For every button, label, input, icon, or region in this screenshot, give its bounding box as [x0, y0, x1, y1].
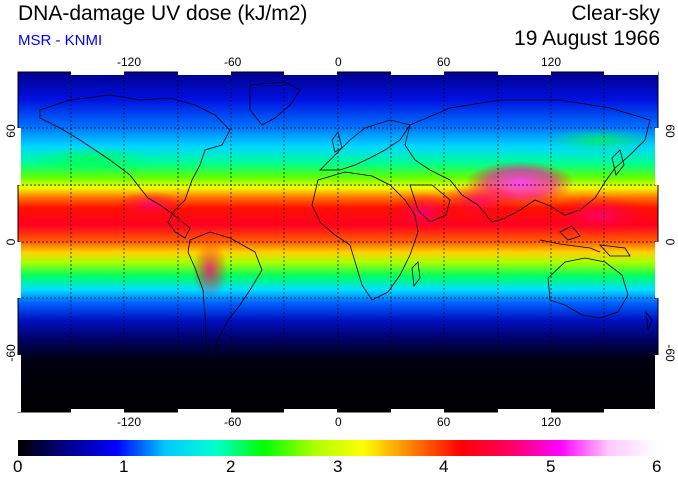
colorbar-gradient	[18, 440, 658, 456]
lon-tick-bottom: 60	[437, 415, 451, 429]
uv-dose-map	[17, 71, 659, 413]
colorbar-tick: 6	[652, 457, 662, 476]
colorbar-tick: 2	[226, 457, 236, 476]
lon-tick-bottom: -60	[224, 415, 242, 429]
chart-title: DNA-damage UV dose (kJ/m2)	[18, 2, 308, 25]
hotspot-mexico	[115, 191, 185, 219]
source-label: MSR - KNMI	[18, 32, 103, 49]
lon-tick-top: -120	[117, 55, 142, 69]
sky-condition-label: Clear-sky	[571, 2, 660, 25]
lon-tick-top: -60	[224, 55, 242, 69]
frame-ticks	[17, 71, 659, 413]
colorbar-tick: 3	[333, 457, 343, 476]
lon-tick-top: 120	[541, 55, 562, 69]
coastlines	[39, 81, 653, 358]
colorbar	[18, 440, 658, 456]
cloud-band-pacific	[30, 146, 150, 174]
date-label: 19 August 1966	[514, 27, 660, 50]
hotspot-andes	[192, 242, 228, 298]
colorbar-tick: 0	[13, 457, 23, 476]
graticule	[18, 72, 658, 412]
hotspot-arabia	[440, 182, 520, 218]
cloud-band-asia	[545, 128, 655, 152]
colorbar-tick: 4	[439, 457, 449, 476]
lon-tick-bottom: 0	[335, 415, 342, 429]
colorbar-tick: 5	[546, 457, 556, 476]
lon-tick-bottom: -120	[117, 415, 142, 429]
lon-tick-bottom: 120	[541, 415, 562, 429]
lon-tick-top: 0	[335, 55, 342, 69]
colorbar-tick: 1	[119, 457, 129, 476]
hotspot-pacific	[550, 195, 650, 235]
lon-tick-top: 60	[437, 55, 451, 69]
